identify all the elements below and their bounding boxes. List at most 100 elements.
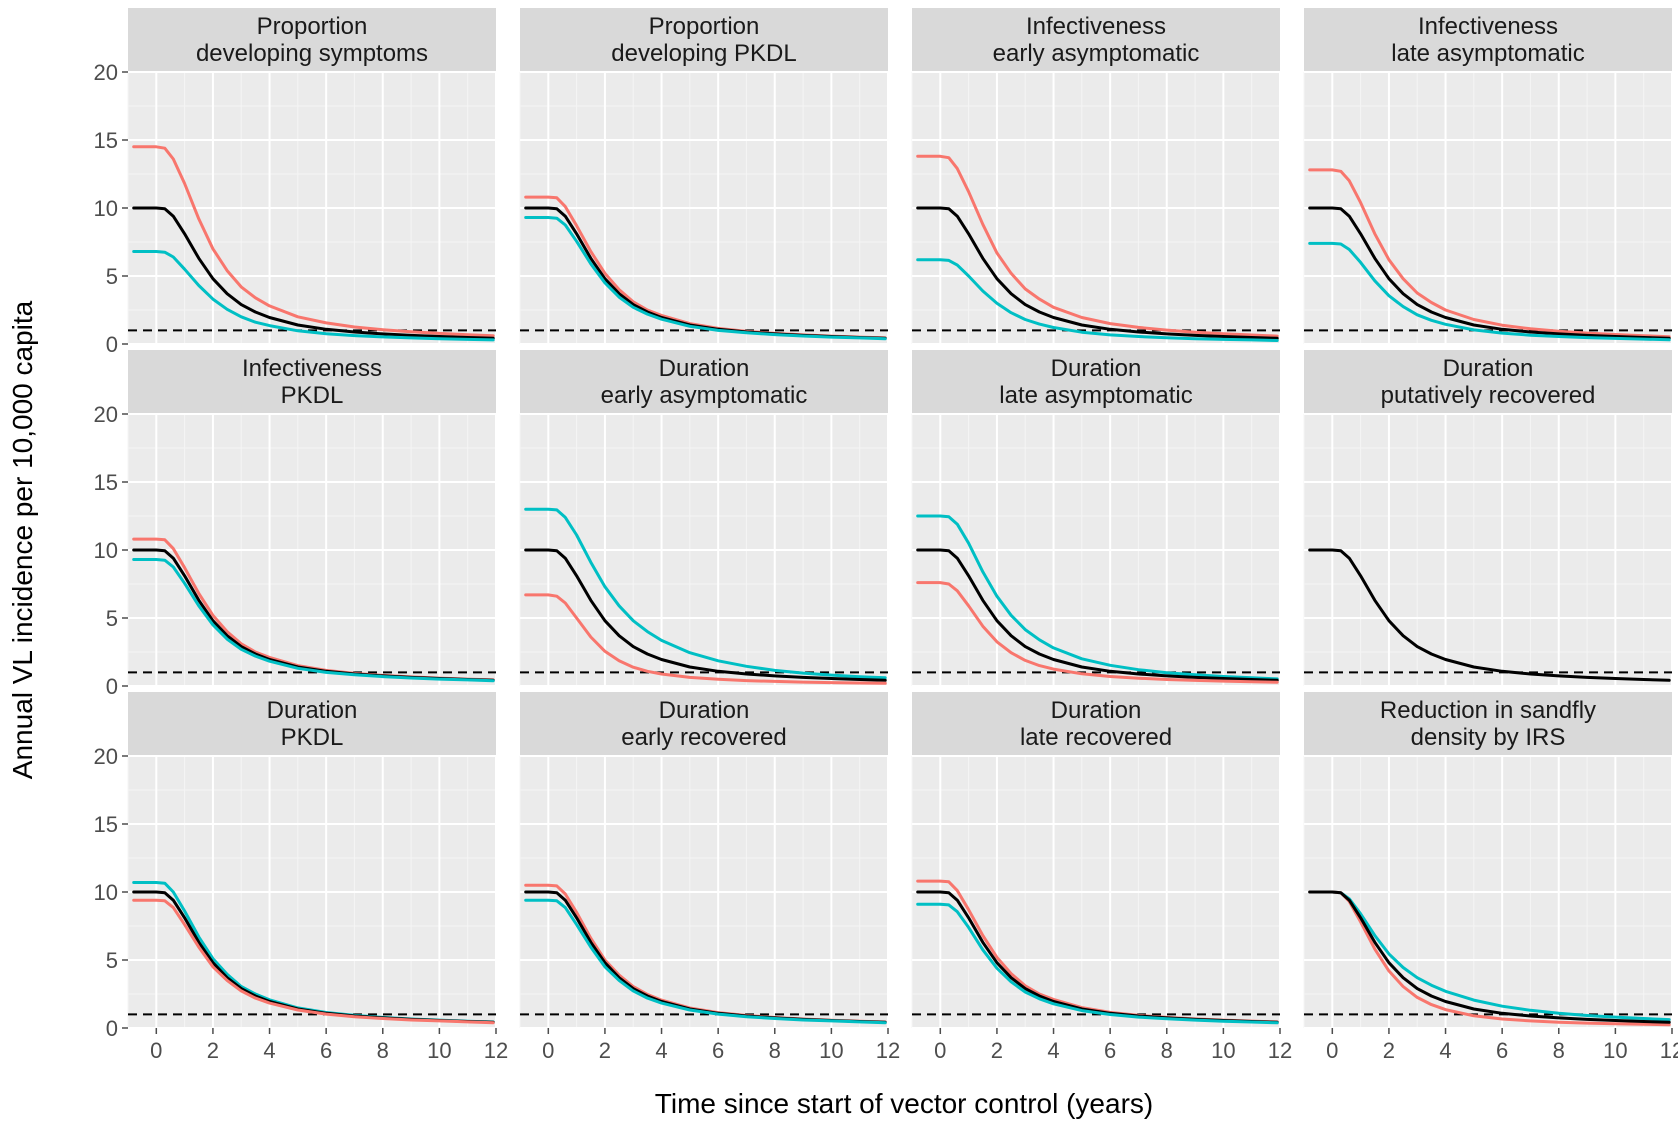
- series-line-black: [1308, 548, 1671, 682]
- panel-strip: [520, 350, 888, 414]
- series-line-black: [916, 206, 1279, 340]
- y-tick-label: 20: [94, 60, 118, 85]
- y-tick-label: 0: [106, 1016, 118, 1041]
- y-tick-label: 10: [94, 196, 118, 221]
- series-line-teal: [916, 902, 1279, 1025]
- panel-title-line: density by IRS: [1411, 724, 1566, 751]
- panel-title-line: Infectiveness: [1026, 13, 1166, 40]
- x-tick-label: 6: [712, 1038, 724, 1063]
- series-line-teal: [524, 507, 887, 680]
- series-line-teal: [132, 558, 495, 683]
- series-line-black: [1308, 890, 1671, 1024]
- y-tick-label: 20: [94, 744, 118, 769]
- x-tick-label: 4: [1047, 1038, 1059, 1063]
- series-line-red: [524, 593, 887, 685]
- panel-strip: [912, 350, 1280, 414]
- panel-strip: [128, 692, 496, 756]
- x-tick-label: 4: [655, 1038, 667, 1063]
- series-line-teal: [1308, 241, 1671, 342]
- series-line-black: [1308, 206, 1671, 340]
- panel-title-line: Duration: [659, 697, 750, 724]
- x-tick-label: 12: [484, 1038, 508, 1063]
- series-line-red: [132, 145, 495, 338]
- panel-title-line: Infectiveness: [242, 355, 382, 382]
- panel-strip: [128, 8, 496, 72]
- panel-strip: [520, 8, 888, 72]
- x-tick-label: 12: [1268, 1038, 1292, 1063]
- panel-strip: [912, 692, 1280, 756]
- x-tick-label: 8: [1553, 1038, 1565, 1063]
- x-tick-label: 2: [599, 1038, 611, 1063]
- y-tick-label: 20: [94, 402, 118, 427]
- panel-title-line: early recovered: [621, 724, 786, 751]
- x-tick-label: 10: [1211, 1038, 1235, 1063]
- y-tick-label: 5: [106, 948, 118, 973]
- series-line-black: [524, 548, 887, 682]
- x-tick-label: 8: [1161, 1038, 1173, 1063]
- panel-title-line: late asymptomatic: [999, 382, 1192, 409]
- panel-strip: [912, 8, 1280, 72]
- panel-title-line: late recovered: [1020, 724, 1172, 751]
- series-line-teal: [524, 216, 887, 341]
- x-axis-title: Time since start of vector control (year…: [655, 1088, 1153, 1119]
- panel-title-line: early asymptomatic: [993, 40, 1200, 67]
- panel-title-line: putatively recovered: [1381, 382, 1596, 409]
- y-tick-label: 15: [94, 470, 118, 495]
- y-tick-label: 5: [106, 264, 118, 289]
- x-tick-label: 6: [320, 1038, 332, 1063]
- panel-title-line: developing PKDL: [611, 40, 796, 67]
- y-tick-label: 0: [106, 674, 118, 699]
- panel-strip: [1304, 350, 1672, 414]
- series-line-teal: [524, 898, 887, 1025]
- panel-title-line: Duration: [1443, 355, 1534, 382]
- x-tick-label: 2: [207, 1038, 219, 1063]
- series-line-red: [916, 154, 1279, 338]
- series-line-teal: [916, 258, 1279, 342]
- x-tick-label: 10: [427, 1038, 451, 1063]
- panel-title-line: Proportion: [257, 13, 368, 40]
- series-line-teal: [132, 250, 495, 342]
- x-tick-label: 6: [1104, 1038, 1116, 1063]
- x-tick-label: 8: [769, 1038, 781, 1063]
- panel-title-line: PKDL: [281, 724, 344, 751]
- y-tick-label: 0: [106, 332, 118, 357]
- panel-title-line: Proportion: [649, 13, 760, 40]
- panel-title-line: Duration: [1051, 697, 1142, 724]
- panel-title-line: Infectiveness: [1418, 13, 1558, 40]
- y-tick-label: 10: [94, 538, 118, 563]
- panel-title-line: developing symptoms: [196, 40, 428, 67]
- panel-title-line: late asymptomatic: [1391, 40, 1584, 67]
- panel-title-line: Duration: [267, 697, 358, 724]
- series-line-red: [132, 898, 495, 1025]
- panel-strip: [1304, 8, 1672, 72]
- x-tick-label: 8: [377, 1038, 389, 1063]
- x-tick-label: 10: [819, 1038, 843, 1063]
- panel-title-line: Duration: [1051, 355, 1142, 382]
- y-tick-label: 15: [94, 812, 118, 837]
- x-tick-label: 12: [1660, 1038, 1678, 1063]
- x-tick-label: 2: [1383, 1038, 1395, 1063]
- series-line-black: [916, 548, 1279, 682]
- panel-strip: [520, 692, 888, 756]
- x-tick-label: 2: [991, 1038, 1003, 1063]
- x-tick-label: 0: [150, 1038, 162, 1063]
- series-line-teal: [916, 514, 1279, 681]
- x-tick-label: 10: [1603, 1038, 1627, 1063]
- x-tick-label: 12: [876, 1038, 900, 1063]
- series-line-black: [132, 206, 495, 340]
- panel-strip: [128, 350, 496, 414]
- x-tick-label: 0: [934, 1038, 946, 1063]
